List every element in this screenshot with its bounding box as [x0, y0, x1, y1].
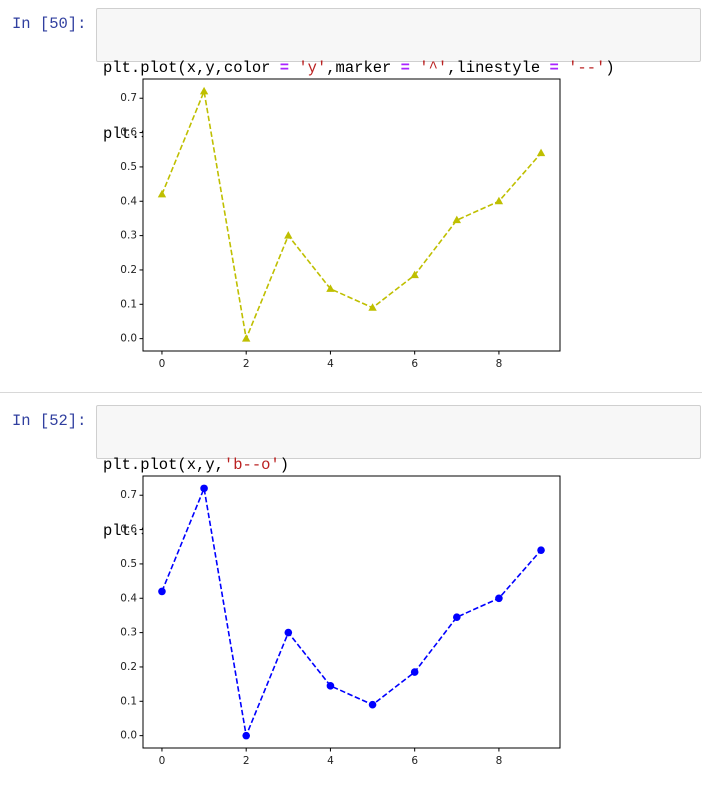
code-token: ,marker	[326, 59, 392, 77]
code-token: )	[279, 456, 290, 474]
code-token: plt.plot(x,y,	[103, 456, 224, 474]
x-tick-label: 8	[496, 755, 503, 767]
y-tick-label: 0.7	[120, 489, 137, 501]
code-cell[interactable]: plt.plot(x,y,color = 'y',marker = '^',li…	[96, 8, 701, 143]
marker	[410, 270, 419, 279]
cell-prompt: In [52]:	[12, 412, 87, 430]
code-token: plt.plot(x,y,color	[103, 59, 271, 77]
y-tick-label: 0.1	[120, 695, 137, 707]
marker	[284, 231, 293, 239]
code-token: =	[391, 59, 420, 77]
y-tick-label: 0.3	[120, 627, 137, 639]
marker	[368, 303, 377, 311]
chart: 0.0 0.1 0.2 0.3 0.4 0.5 0.6 0.7 0 2 4 6 8	[120, 78, 561, 370]
marker	[199, 86, 209, 95]
code-token: =	[540, 59, 569, 77]
code-line: plt.plot(x,y,color = 'y',marker = '^',li…	[103, 57, 694, 79]
marker	[410, 668, 419, 676]
y-tick-label: 0.6	[120, 524, 137, 536]
x-tick-label: 4	[327, 755, 334, 767]
code-cell[interactable]: plt.plot(x,y,'b--o') plt.show()	[96, 405, 701, 540]
chart: 0.0 0.1 0.2 0.3 0.4 0.5 0.6 0.7 0 2 4 6 8	[120, 475, 561, 767]
code-token: '^'	[419, 59, 448, 77]
marker	[495, 594, 503, 603]
cell-separator	[0, 392, 702, 393]
x-tick-label: 6	[411, 755, 418, 767]
marker	[537, 546, 545, 554]
y-tick-label: 0.4	[120, 592, 137, 604]
y-tick-label: 0.2	[120, 264, 137, 276]
marker	[241, 334, 251, 342]
y-tick-label: 0.6	[120, 127, 137, 139]
marker	[326, 682, 335, 690]
marker	[536, 148, 546, 157]
marker	[453, 613, 461, 621]
code-token: =	[270, 59, 299, 77]
x-tick-label: 6	[411, 358, 418, 370]
series-line	[161, 88, 542, 342]
x-tick-label: 0	[159, 755, 166, 767]
marker	[158, 587, 166, 596]
marker	[326, 284, 335, 292]
x-tick-label: 2	[243, 358, 250, 370]
y-tick-label: 0.1	[120, 298, 137, 310]
marker	[157, 189, 167, 198]
x-tick-label: 0	[159, 358, 166, 370]
marker	[200, 484, 208, 493]
x-tick-label: 8	[496, 358, 503, 370]
marker	[452, 215, 462, 224]
y-tick-label: 0.0	[120, 730, 137, 742]
y-tick-label: 0.5	[120, 558, 137, 570]
code-line: plt.plot(x,y,'b--o')	[103, 454, 694, 476]
y-tick-label: 0.5	[120, 161, 137, 173]
code-token: ,linestyle	[447, 59, 541, 77]
code-token: )	[605, 59, 615, 77]
x-tick-label: 4	[327, 358, 334, 370]
y-tick-label: 0.0	[120, 333, 137, 345]
marker	[284, 628, 293, 637]
marker	[494, 196, 504, 205]
code-token: 'b--o'	[223, 456, 280, 474]
y-tick-label: 0.2	[120, 661, 137, 673]
plot-area	[142, 475, 561, 749]
y-tick-label: 0.3	[120, 230, 137, 242]
marker	[242, 731, 250, 740]
y-tick-label: 0.4	[120, 195, 137, 207]
marker	[368, 700, 377, 709]
x-tick-label: 2	[243, 755, 250, 767]
plot-area	[142, 78, 561, 352]
code-token: '--'	[568, 59, 606, 77]
cell-prompt: In [50]:	[12, 15, 87, 33]
y-tick-label: 0.7	[120, 92, 137, 104]
series-line	[161, 485, 542, 739]
code-token: 'y'	[298, 59, 327, 77]
